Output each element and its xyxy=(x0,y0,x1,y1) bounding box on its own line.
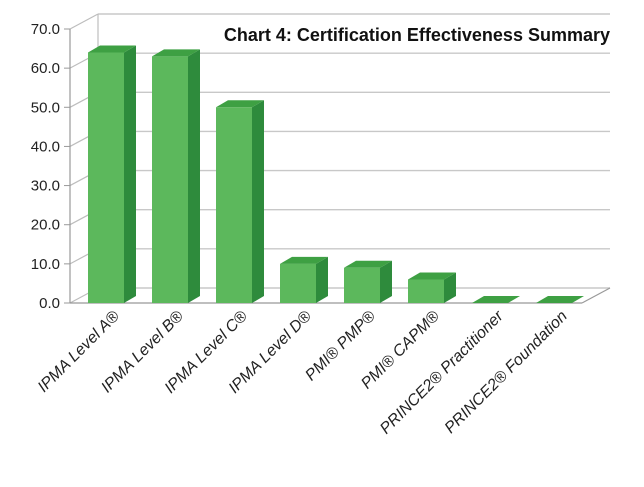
bar-top xyxy=(88,45,136,53)
chart-title: Chart 4: Certification Effectiveness Sum… xyxy=(224,25,610,45)
bar-top xyxy=(344,260,392,268)
y-tick-label: 30.0 xyxy=(31,178,60,195)
bar-side xyxy=(444,272,456,303)
bar-top xyxy=(216,100,264,108)
x-category-label: PRINCE2® Practitioner xyxy=(377,307,507,437)
y-tick-label: 70.0 xyxy=(31,21,60,38)
y-tick-label: 10.0 xyxy=(31,256,60,273)
bar-front xyxy=(88,52,124,303)
bars xyxy=(88,45,584,304)
bar-5 xyxy=(408,272,456,303)
bar-top xyxy=(408,272,456,280)
bar-top xyxy=(536,296,584,303)
bar-4 xyxy=(344,260,392,303)
bar-side xyxy=(188,49,200,304)
grid-lines xyxy=(69,13,610,304)
x-category-label: PRINCE2® Foundation xyxy=(442,308,571,437)
y-tick-label: 60.0 xyxy=(31,60,60,77)
bar-top xyxy=(472,296,520,303)
y-tick-label: 40.0 xyxy=(31,138,60,155)
bar-front xyxy=(280,263,316,303)
axes xyxy=(64,14,611,304)
bar-1 xyxy=(152,49,200,304)
bar-front xyxy=(408,279,444,303)
gridline-side-7 xyxy=(69,13,99,30)
bar-front xyxy=(152,56,188,304)
x-category-labels: IPMA Level A®IPMA Level B®IPMA Level C®I… xyxy=(35,307,571,437)
bar-side xyxy=(124,45,136,303)
bar-front xyxy=(344,267,380,303)
floor-right-edge xyxy=(581,287,611,304)
bar-top xyxy=(280,256,328,264)
y-tick-label: 0.0 xyxy=(39,295,60,312)
bar-7 xyxy=(536,296,584,303)
bar-front xyxy=(216,107,252,304)
bar-3 xyxy=(280,256,328,303)
y-tick-label: 20.0 xyxy=(31,217,60,234)
bar-2 xyxy=(216,100,264,304)
bar-top xyxy=(152,49,200,57)
bar-6 xyxy=(472,296,520,303)
bar-0 xyxy=(88,45,136,303)
y-tick-label: 50.0 xyxy=(31,99,60,116)
bar-side xyxy=(252,100,264,304)
y-tick-labels: 0.0 10.0 20.0 30.0 40.0 50.0 60.0 70.0 xyxy=(31,21,60,312)
bar-side xyxy=(380,260,392,303)
bar-side xyxy=(316,256,328,303)
